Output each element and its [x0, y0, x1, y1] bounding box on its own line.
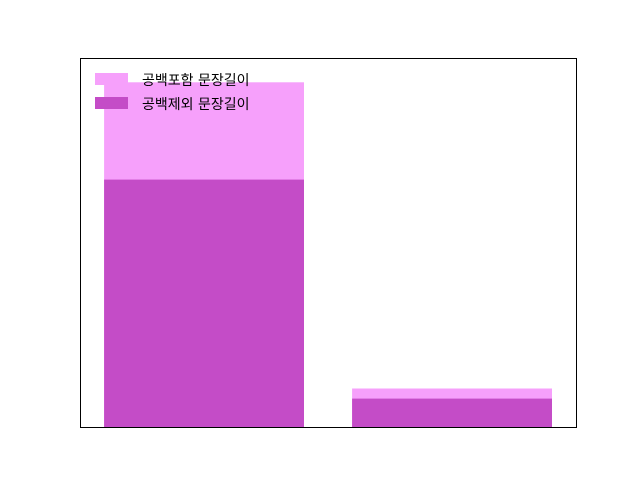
bars-group — [104, 82, 552, 428]
legend-label-series-0: 공백포함 문장길이 — [142, 73, 250, 89]
bar-series-1-category-1 — [352, 398, 552, 427]
legend-swatch-series-0 — [95, 73, 128, 85]
legend: 공백포함 문장길이 공백제외 문장길이 — [95, 73, 250, 113]
plot-area-frame — [80, 58, 577, 428]
bar-series-1-category-0 — [104, 179, 304, 427]
legend-swatch-series-1 — [95, 97, 128, 109]
legend-label-series-1: 공백제외 문장길이 — [142, 97, 250, 113]
